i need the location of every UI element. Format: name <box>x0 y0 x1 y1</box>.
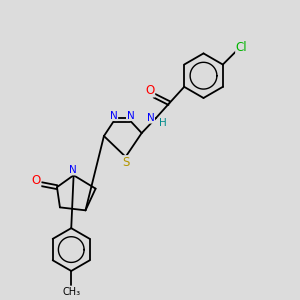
Text: N: N <box>127 110 134 121</box>
Text: CH₃: CH₃ <box>62 287 80 297</box>
Text: N: N <box>110 110 118 121</box>
Text: O: O <box>32 173 41 187</box>
Text: N: N <box>147 113 154 123</box>
Text: S: S <box>122 156 130 169</box>
Text: O: O <box>146 84 154 97</box>
Text: H: H <box>159 118 167 128</box>
Text: N: N <box>69 165 77 175</box>
Text: Cl: Cl <box>236 41 247 54</box>
